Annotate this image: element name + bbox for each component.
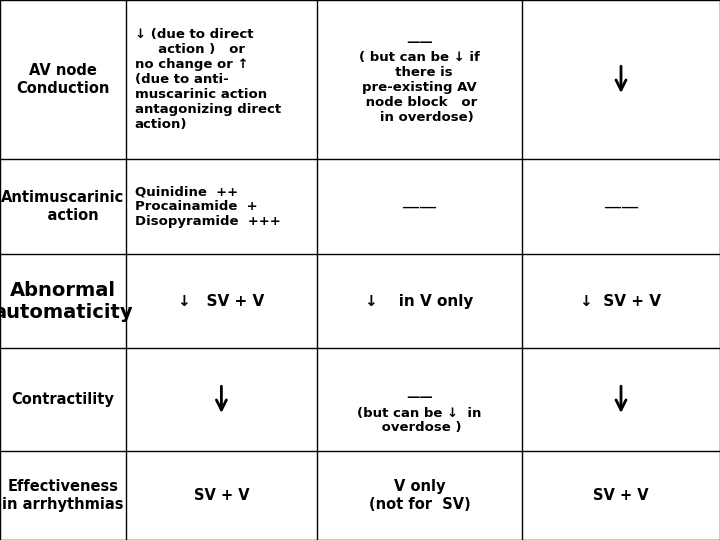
Text: ↓   SV + V: ↓ SV + V xyxy=(179,294,264,308)
Text: ——
( but can be ↓ if
  there is
pre-existing AV
 node block   or
   in overdose): —— ( but can be ↓ if there is pre-existi… xyxy=(359,36,480,124)
Text: Contractility: Contractility xyxy=(12,392,114,407)
Text: ——
(but can be ↓  in
 overdose ): —— (but can be ↓ in overdose ) xyxy=(357,392,482,435)
Text: ↓    in V only: ↓ in V only xyxy=(365,294,474,308)
Text: ↓ (due to direct
     action )   or
no change or ↑
(due to anti-
muscarinic acti: ↓ (due to direct action ) or no change o… xyxy=(135,28,281,131)
Text: Abnormal
automaticity: Abnormal automaticity xyxy=(0,281,132,321)
Text: Effectiveness
in arrhythmias: Effectiveness in arrhythmias xyxy=(2,480,124,512)
Text: Quinidine  ++
Procainamide  +
Disopyramide  +++: Quinidine ++ Procainamide + Disopyramide… xyxy=(135,185,280,228)
Text: ——: —— xyxy=(402,198,438,215)
Text: AV node
Conduction: AV node Conduction xyxy=(17,63,109,96)
Text: SV + V: SV + V xyxy=(593,488,649,503)
Text: SV + V: SV + V xyxy=(194,488,249,503)
Text: V only
(not for  SV): V only (not for SV) xyxy=(369,480,470,512)
Text: ——: —— xyxy=(603,198,639,215)
Text: Antimuscarinic
    action: Antimuscarinic action xyxy=(1,190,125,222)
Text: ↓  SV + V: ↓ SV + V xyxy=(580,294,662,308)
